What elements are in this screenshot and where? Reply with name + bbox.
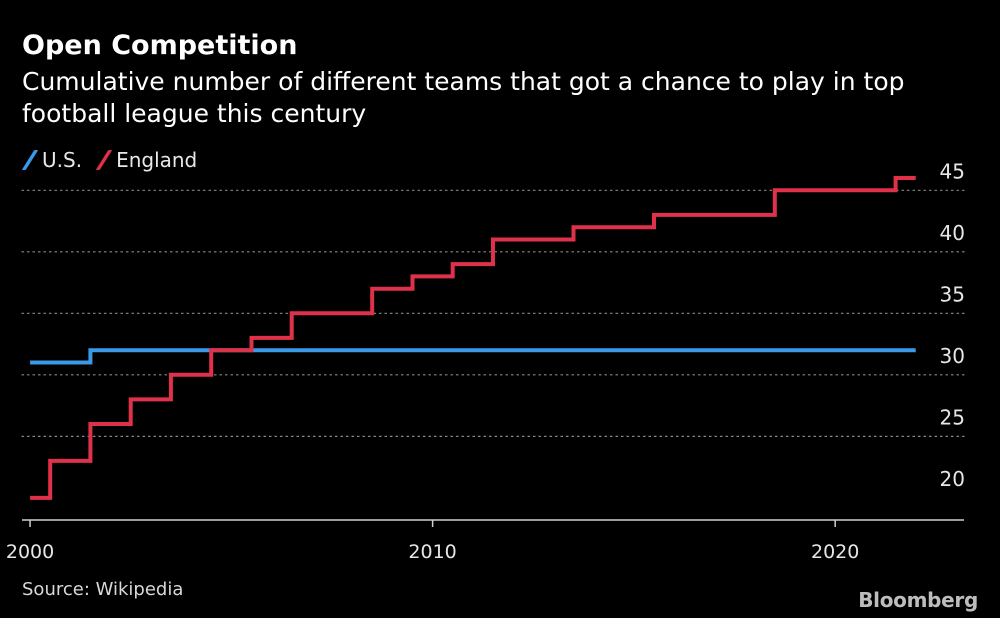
series-line-us: [30, 348, 916, 365]
y-tick-label: 40: [940, 221, 965, 245]
x-tick-label: 2020: [811, 541, 859, 563]
x-tick-label: 2000: [6, 541, 54, 563]
y-tick-label: 45: [940, 159, 965, 183]
chart-subtitle: Cumulative number of different teams tha…: [22, 67, 905, 128]
bloomberg-logo: Bloomberg: [858, 588, 978, 612]
y-tick-label: 30: [940, 344, 965, 368]
y-tick-label: 35: [940, 282, 965, 306]
legend-item-us: U.S.: [21, 148, 83, 172]
y-tick-label: 20: [940, 467, 965, 491]
legend-item-england: England: [95, 148, 198, 172]
legend: U.S. England: [21, 148, 211, 172]
x-tick-label: 2010: [408, 541, 456, 563]
legend-label-england: England: [116, 148, 198, 172]
series-line-england: [30, 176, 916, 500]
legend-label-us: U.S.: [42, 148, 83, 172]
chart-title: Open Competition: [22, 30, 298, 61]
y-tick-label: 25: [940, 405, 965, 429]
source-note: Source: Wikipedia: [22, 579, 184, 600]
